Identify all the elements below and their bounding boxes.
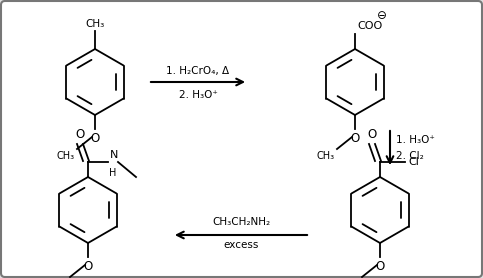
Text: 2. Cl₂: 2. Cl₂ [396, 151, 424, 161]
Text: O: O [350, 132, 360, 145]
Text: O: O [368, 128, 377, 141]
Text: ⊖: ⊖ [377, 9, 387, 22]
Text: 1. H₃O⁺: 1. H₃O⁺ [396, 135, 435, 145]
Text: excess: excess [223, 240, 259, 250]
Text: 2. H₃O⁺: 2. H₃O⁺ [179, 90, 217, 100]
Text: O: O [90, 132, 99, 145]
Text: H: H [109, 168, 116, 178]
Text: CH₃: CH₃ [317, 151, 335, 161]
Text: Cl: Cl [408, 157, 419, 167]
Text: O: O [84, 260, 93, 273]
Text: O: O [375, 260, 384, 273]
Text: COO: COO [357, 21, 382, 31]
Text: 1. H₂CrO₄, Δ: 1. H₂CrO₄, Δ [167, 66, 229, 76]
Text: CH₃: CH₃ [57, 151, 75, 161]
Text: O: O [75, 128, 85, 141]
Text: N: N [110, 150, 118, 160]
Text: CH₃: CH₃ [85, 19, 105, 29]
Text: CH₃CH₂NH₂: CH₃CH₂NH₂ [212, 217, 270, 227]
